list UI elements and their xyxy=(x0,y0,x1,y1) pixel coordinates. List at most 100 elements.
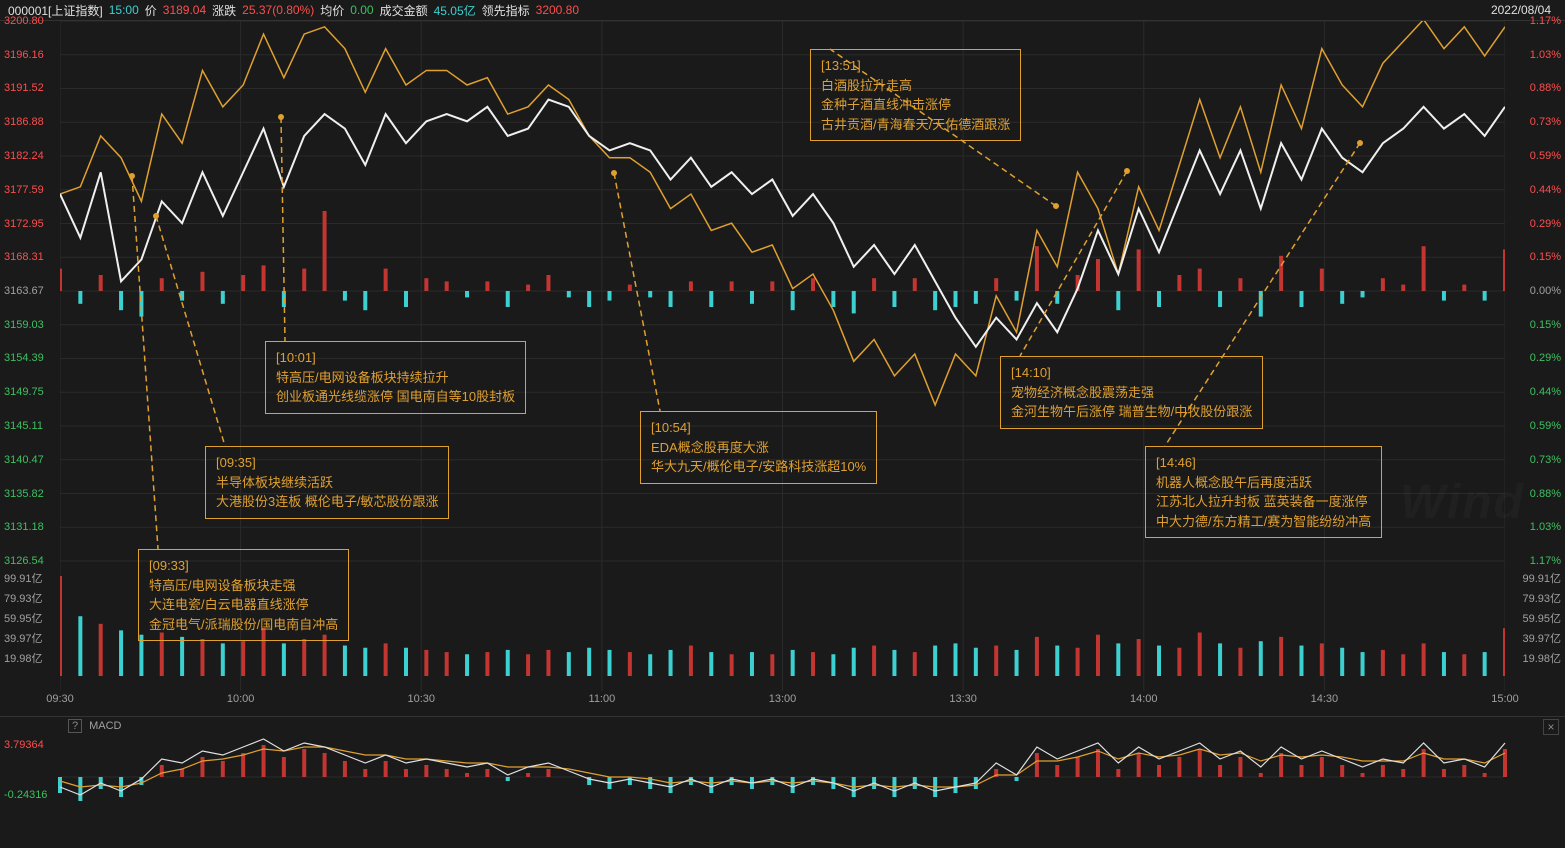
macd-panel[interactable]: ? MACD × 3.79364-0.24316 xyxy=(0,716,1565,816)
annotation-line: 机器人概念股午后再度活跃 xyxy=(1156,473,1371,493)
y-axis-left-tick: 3172.95 xyxy=(4,218,44,230)
y-axis-right-tick: 0.59% xyxy=(1530,150,1561,162)
annotation-line: 大港股份3连板 概伦电子/敏芯股份跟涨 xyxy=(216,492,438,512)
annotation-line: 华大九天/概伦电子/安路科技涨超10% xyxy=(651,457,866,477)
y-axis-right-tick: 0.73% xyxy=(1530,116,1561,128)
annotation-line: 金河生物午后涨停 瑞普生物/中牧股份跟涨 xyxy=(1011,402,1252,422)
y-axis-left-tick: 3140.47 xyxy=(4,454,44,466)
change-value: 25.37(0.80%) xyxy=(242,3,314,17)
annotation-line: 古井贡酒/青海春天/天佑德酒跟涨 xyxy=(821,115,1010,135)
y-axis-right-tick: 0.29% xyxy=(1530,352,1561,364)
annotation-line: 金冠电气/派瑞股份/国电南自冲高 xyxy=(149,615,338,635)
y-axis-left-tick: 3200.80 xyxy=(4,15,44,27)
annotation-time: [13:51] xyxy=(821,56,1010,76)
volume-axis-tick: 39.97亿 xyxy=(1522,630,1561,646)
annotation-line: 特高压/电网设备板块走强 xyxy=(149,576,338,596)
y-axis-right-tick: 1.17% xyxy=(1530,15,1561,27)
annotation-box: [14:46]机器人概念股午后再度活跃江苏北人拉升封板 蓝英装备一度涨停中大力德… xyxy=(1145,446,1382,538)
y-axis-left-tick: 3145.11 xyxy=(4,420,43,432)
volume-axis-tick: 99.91亿 xyxy=(4,570,43,586)
y-axis-left-tick: 3135.82 xyxy=(4,488,44,500)
annotation-line: 中大力德/东方精工/赛为智能纷纷冲高 xyxy=(1156,512,1371,532)
avg-value: 0.00 xyxy=(350,3,373,17)
annotation-time: [10:01] xyxy=(276,348,515,368)
change-label: 涨跌 xyxy=(212,2,236,19)
annotation-box: [09:33]特高压/电网设备板块走强大连电瓷/白云电器直线涨停金冠电气/派瑞股… xyxy=(138,549,349,641)
lead-label: 领先指标 xyxy=(482,2,530,19)
y-axis-left-tick: 3159.03 xyxy=(4,319,44,331)
annotation-box: [13:51]白酒股拉升走高金种子酒直线冲击涨停古井贡酒/青海春天/天佑德酒跟涨 xyxy=(810,49,1021,141)
vol-label: 成交金额 xyxy=(380,2,428,19)
macd-y-tick: -0.24316 xyxy=(4,789,47,801)
x-axis-tick: 11:00 xyxy=(589,693,616,706)
annotation-box: [09:35]半导体板块继续活跃大港股份3连板 概伦电子/敏芯股份跟涨 xyxy=(205,446,449,519)
header-bar: 000001[上证指数] 15:00 价 3189.04 涨跌 25.37(0.… xyxy=(0,0,1565,20)
y-axis-right-tick: 1.17% xyxy=(1530,555,1561,567)
annotation-line: 江苏北人拉升封板 蓝英装备一度涨停 xyxy=(1156,492,1371,512)
root: 000001[上证指数] 15:00 价 3189.04 涨跌 25.37(0.… xyxy=(0,0,1565,848)
volume-axis-tick: 59.95亿 xyxy=(1522,610,1561,626)
volume-axis-tick: 99.91亿 xyxy=(1522,570,1561,586)
volume-axis-tick: 79.93亿 xyxy=(1522,590,1561,606)
x-axis-tick: 14:30 xyxy=(1311,693,1339,706)
volume-axis-tick: 59.95亿 xyxy=(4,610,43,626)
annotation-line: 特高压/电网设备板块持续拉升 xyxy=(276,368,515,388)
x-axis-tick: 15:00 xyxy=(1491,693,1519,706)
y-axis-right-tick: 0.44% xyxy=(1530,386,1561,398)
y-axis-right-tick: 0.44% xyxy=(1530,184,1561,196)
x-axis-tick: 10:30 xyxy=(407,693,435,706)
lead-value: 3200.80 xyxy=(536,3,579,17)
x-axis-tick: 13:00 xyxy=(769,693,797,706)
y-axis-right-tick: 0.15% xyxy=(1530,319,1561,331)
y-axis-left-tick: 3126.54 xyxy=(4,555,44,567)
annotation-line: 半导体板块继续活跃 xyxy=(216,473,438,493)
y-axis-right-tick: 1.03% xyxy=(1530,521,1561,533)
x-axis-tick: 10:00 xyxy=(227,693,255,706)
macd-y-tick: 3.79364 xyxy=(4,739,44,751)
y-axis-left-tick: 3149.75 xyxy=(4,386,44,398)
annotation-box: [10:01]特高压/电网设备板块持续拉升创业板通光线缆涨停 国电南自等10股封… xyxy=(265,341,526,414)
y-axis-left-tick: 3177.59 xyxy=(4,184,44,196)
y-axis-left-tick: 3196.16 xyxy=(4,49,44,61)
y-axis-left-tick: 3168.31 xyxy=(4,251,44,263)
annotation-box: [10:54]EDA概念股再度大涨华大九天/概伦电子/安路科技涨超10% xyxy=(640,411,877,484)
vol-value: 45.05亿 xyxy=(434,2,476,19)
y-axis-left-tick: 3131.18 xyxy=(4,521,44,533)
y-axis-left-tick: 3186.88 xyxy=(4,116,44,128)
annotation-line: EDA概念股再度大涨 xyxy=(651,438,866,458)
y-axis-left-tick: 3191.52 xyxy=(4,82,44,94)
y-axis-left-tick: 3154.39 xyxy=(4,352,44,364)
annotation-line: 金种子酒直线冲击涨停 xyxy=(821,95,1010,115)
volume-axis-tick: 79.93亿 xyxy=(4,590,43,606)
y-axis-left-tick: 3182.24 xyxy=(4,150,44,162)
y-axis-right-tick: 0.73% xyxy=(1530,454,1561,466)
annotation-line: 创业板通光线缆涨停 国电南自等10股封板 xyxy=(276,387,515,407)
annotation-time: [14:10] xyxy=(1011,363,1252,383)
annotation-line: 白酒股拉升走高 xyxy=(821,76,1010,96)
price-value: 3189.04 xyxy=(163,3,206,17)
price-label: 价 xyxy=(145,2,157,19)
y-axis-right-tick: 0.59% xyxy=(1530,420,1561,432)
y-axis-right-tick: 1.03% xyxy=(1530,49,1561,61)
annotation-time: [10:54] xyxy=(651,418,866,438)
annotation-time: [09:33] xyxy=(149,556,338,576)
x-axis-tick: 14:00 xyxy=(1130,693,1158,706)
volume-axis-tick: 19.98亿 xyxy=(1522,650,1561,666)
y-axis-right-tick: 0.88% xyxy=(1530,488,1561,500)
annotation-time: [14:46] xyxy=(1156,453,1371,473)
volume-axis-tick: 39.97亿 xyxy=(4,630,43,646)
annotation-box: [14:10]宠物经济概念股震荡走强金河生物午后涨停 瑞普生物/中牧股份跟涨 xyxy=(1000,356,1263,429)
y-axis-right-tick: 0.00% xyxy=(1530,285,1561,297)
main-chart-panel[interactable]: Wind 3200.803196.163191.523186.883182.24… xyxy=(0,20,1565,690)
annotation-time: [09:35] xyxy=(216,453,438,473)
time-value: 15:00 xyxy=(109,3,139,17)
annotation-line: 大连电瓷/白云电器直线涨停 xyxy=(149,595,338,615)
y-axis-right-tick: 0.15% xyxy=(1530,251,1561,263)
y-axis-right-tick: 0.88% xyxy=(1530,82,1561,94)
x-axis-tick: 09:30 xyxy=(46,693,74,706)
y-axis-right-tick: 0.29% xyxy=(1530,218,1561,230)
annotation-line: 宠物经济概念股震荡走强 xyxy=(1011,383,1252,403)
volume-axis-tick: 19.98亿 xyxy=(4,650,43,666)
avg-label: 均价 xyxy=(320,2,344,19)
x-axis-tick: 13:30 xyxy=(949,693,977,706)
